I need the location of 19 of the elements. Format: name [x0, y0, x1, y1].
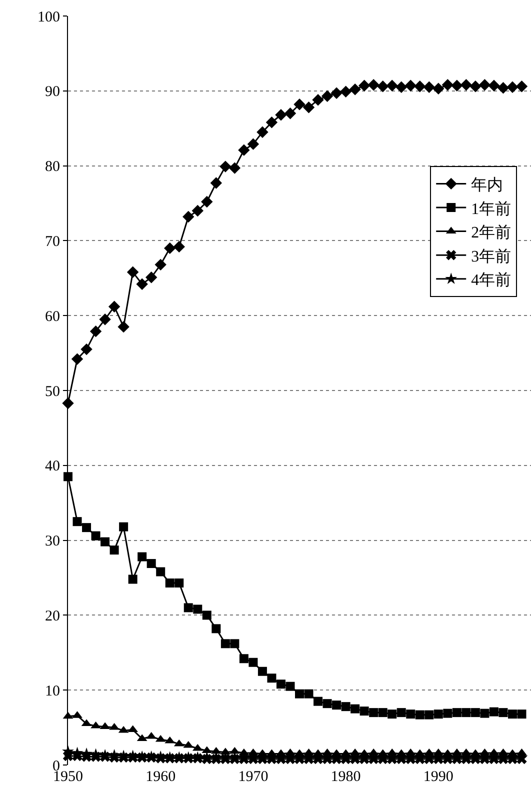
- x-tick-label: 1980: [330, 769, 361, 785]
- y-tick-label: 30: [45, 534, 60, 550]
- x-tick-label: 1960: [146, 769, 176, 785]
- x-tick-label: 1990: [423, 769, 454, 785]
- x-tick-label: 1970: [238, 769, 268, 785]
- y-tick-label: 100: [38, 9, 60, 26]
- y-tick-label: 60: [45, 308, 60, 325]
- y-tick-label: 90: [45, 84, 60, 100]
- y-tick-label: 20: [45, 608, 60, 624]
- y-tick-label: 70: [45, 234, 60, 250]
- y-tick-label: 40: [45, 458, 60, 475]
- legend-label: 4年前: [471, 271, 512, 290]
- y-tick-label: 80: [45, 159, 60, 176]
- legend-label: 年内: [471, 176, 504, 194]
- y-tick-label: 50: [45, 384, 60, 400]
- legend-label: 2年前: [471, 224, 512, 242]
- y-tick-label: 10: [45, 683, 60, 700]
- legend-label: 3年前: [471, 247, 512, 266]
- legend-label: 1年前: [471, 200, 512, 218]
